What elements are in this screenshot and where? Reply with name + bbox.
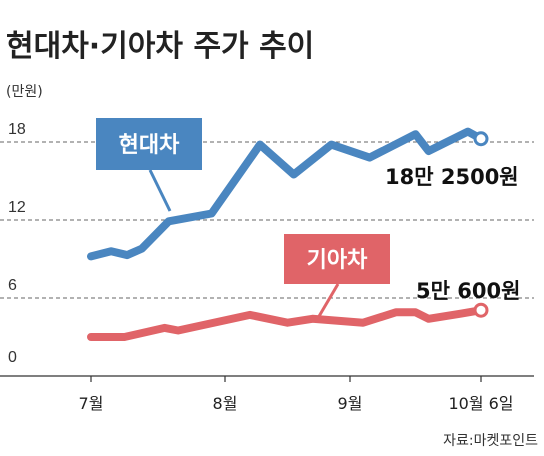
series-end-value-label: 5만 600원 [416, 279, 520, 303]
series-line [87, 127, 485, 261]
series-name-label: 현대차 [119, 133, 180, 158]
series-line [87, 306, 485, 341]
y-tick-label: 12 [8, 199, 26, 216]
source-note: 자료:마켓포인트 [443, 433, 538, 449]
x-tick-label: 9월 [338, 394, 363, 413]
y-tick-label: 6 [8, 277, 17, 294]
series-end-marker [473, 131, 489, 147]
series-lines [87, 127, 489, 341]
y-axis-unit: (만원) [6, 84, 43, 100]
x-tick-label: 10월 6일 [448, 394, 513, 413]
chart-title: 현대차·기아차 주가 추이 [6, 29, 314, 64]
tag-leader-line [148, 169, 172, 212]
series-tag-box [284, 234, 390, 284]
series-end-marker [473, 302, 489, 318]
x-axis-ticks: 7월 8월 9월 10월 6일 [79, 376, 514, 413]
y-axis-ticks: 18 12 6 0 [8, 121, 26, 366]
series-name-label: 기아차 [307, 248, 368, 273]
y-tick-label: 18 [8, 121, 26, 138]
series-tag-box [96, 118, 202, 170]
x-tick-label: 8월 [213, 394, 238, 413]
series-end-value-label: 18만 2500원 [385, 165, 519, 189]
x-tick-label: 7월 [79, 394, 104, 413]
y-tick-label: 0 [8, 349, 17, 366]
tag-leader-line [316, 283, 340, 319]
